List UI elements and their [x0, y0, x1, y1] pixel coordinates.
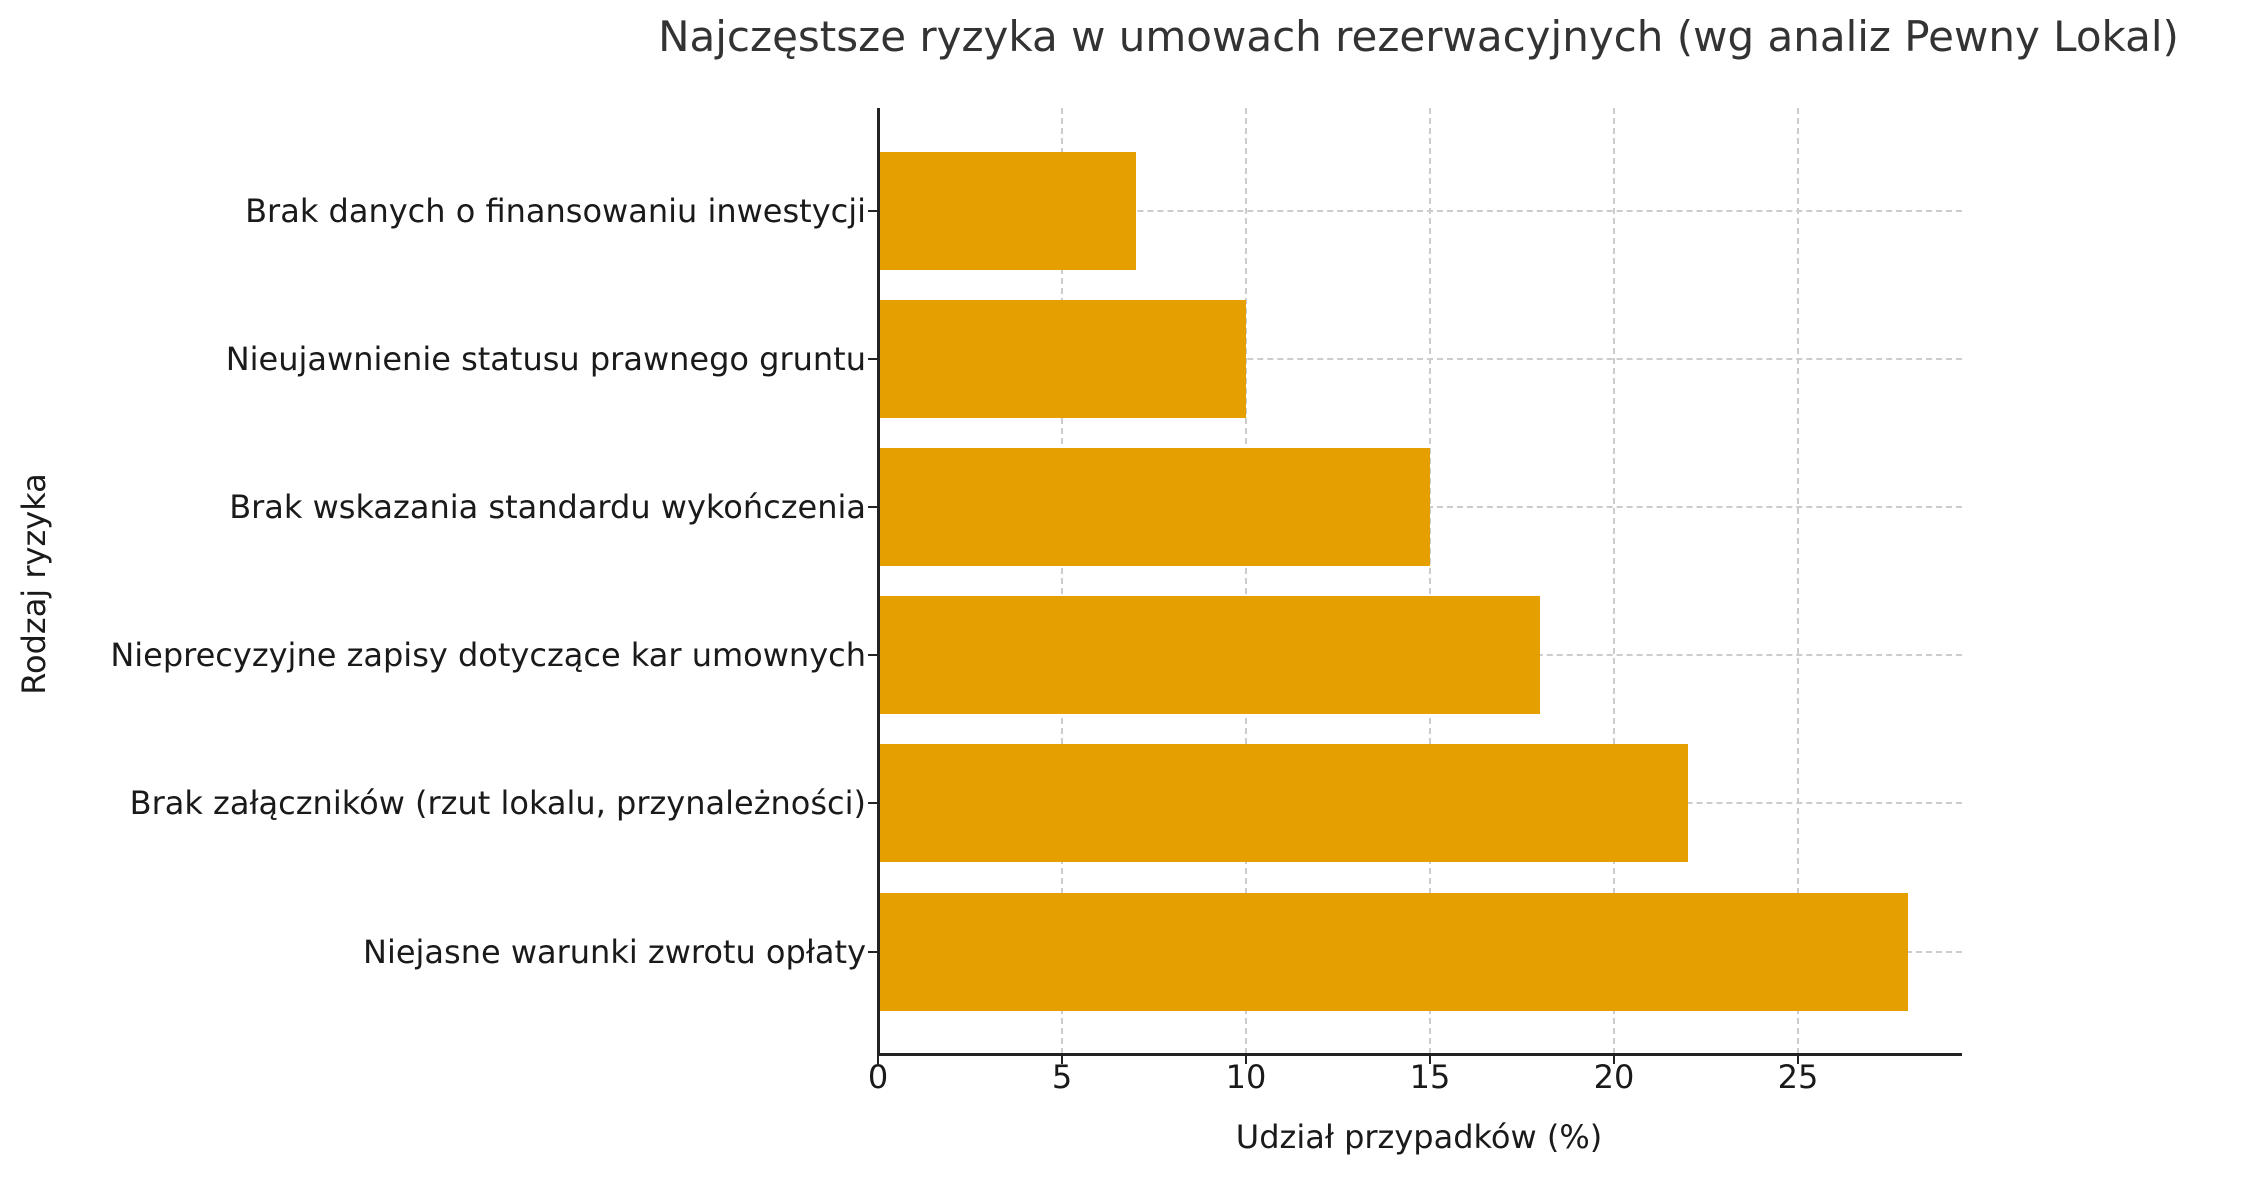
bar — [879, 744, 1688, 863]
y-tick-label: Brak danych o finansowaniu inwestycji — [245, 192, 866, 230]
y-tick-label: Niejasne warunki zwrotu opłaty — [363, 932, 866, 971]
y-tick-mark — [868, 210, 877, 212]
bar — [879, 892, 1909, 1011]
bar — [879, 300, 1246, 419]
vertical-gridline — [1429, 108, 1431, 1054]
chart-title: Najczęstsze ryzyka w umowach rezerwacyjn… — [0, 12, 2243, 68]
horizontal-gridline — [878, 210, 1962, 212]
bar — [879, 448, 1430, 567]
x-tick-label: 20 — [1593, 1058, 1635, 1096]
x-tick-mark — [1613, 1054, 1615, 1064]
x-tick-label: 10 — [1225, 1058, 1267, 1096]
y-tick-mark — [868, 654, 877, 657]
y-tick-label: Nieujawnienie statusu prawnego gruntu — [225, 340, 866, 379]
chart-title-text: Najczęstsze ryzyka w umowach rezerwacyjn… — [658, 12, 2179, 61]
x-tick-label: 0 — [867, 1058, 889, 1096]
bar — [879, 596, 1541, 715]
bar — [879, 152, 1136, 270]
x-axis-spine — [877, 1053, 1962, 1056]
y-tick-mark — [868, 506, 877, 509]
x-tick-mark — [1429, 1054, 1431, 1064]
horizontal-gridline — [878, 358, 1962, 361]
x-tick-mark — [1061, 1054, 1063, 1064]
y-axis-title: Rodzaj ryzyka — [15, 473, 53, 695]
y-axis-spine — [877, 108, 880, 1056]
y-tick-mark — [868, 950, 877, 953]
vertical-gridline — [1613, 108, 1615, 1054]
x-tick-mark — [1245, 1054, 1247, 1064]
y-tick-label: Brak wskazania standardu wykończenia — [229, 488, 866, 527]
y-tick-mark — [868, 358, 877, 361]
x-tick-mark — [877, 1054, 879, 1064]
vertical-gridline — [1797, 108, 1799, 1054]
x-axis-title: Udział przypadków (%) — [1235, 1118, 1603, 1156]
x-tick-label: 15 — [1409, 1058, 1451, 1096]
plot-area — [868, 108, 1962, 1064]
x-tick-label: 25 — [1777, 1058, 1819, 1096]
vertical-gridline — [1245, 108, 1247, 1054]
y-tick-mark — [868, 802, 877, 805]
y-tick-label: Nieprecyzyjne zapisy dotyczące kar umown… — [110, 636, 866, 675]
x-tick-label: 5 — [1051, 1058, 1073, 1096]
y-tick-label: Brak załączników (rzut lokalu, przynależ… — [129, 784, 866, 823]
vertical-gridline — [1061, 108, 1063, 1054]
x-tick-mark — [1797, 1054, 1799, 1064]
